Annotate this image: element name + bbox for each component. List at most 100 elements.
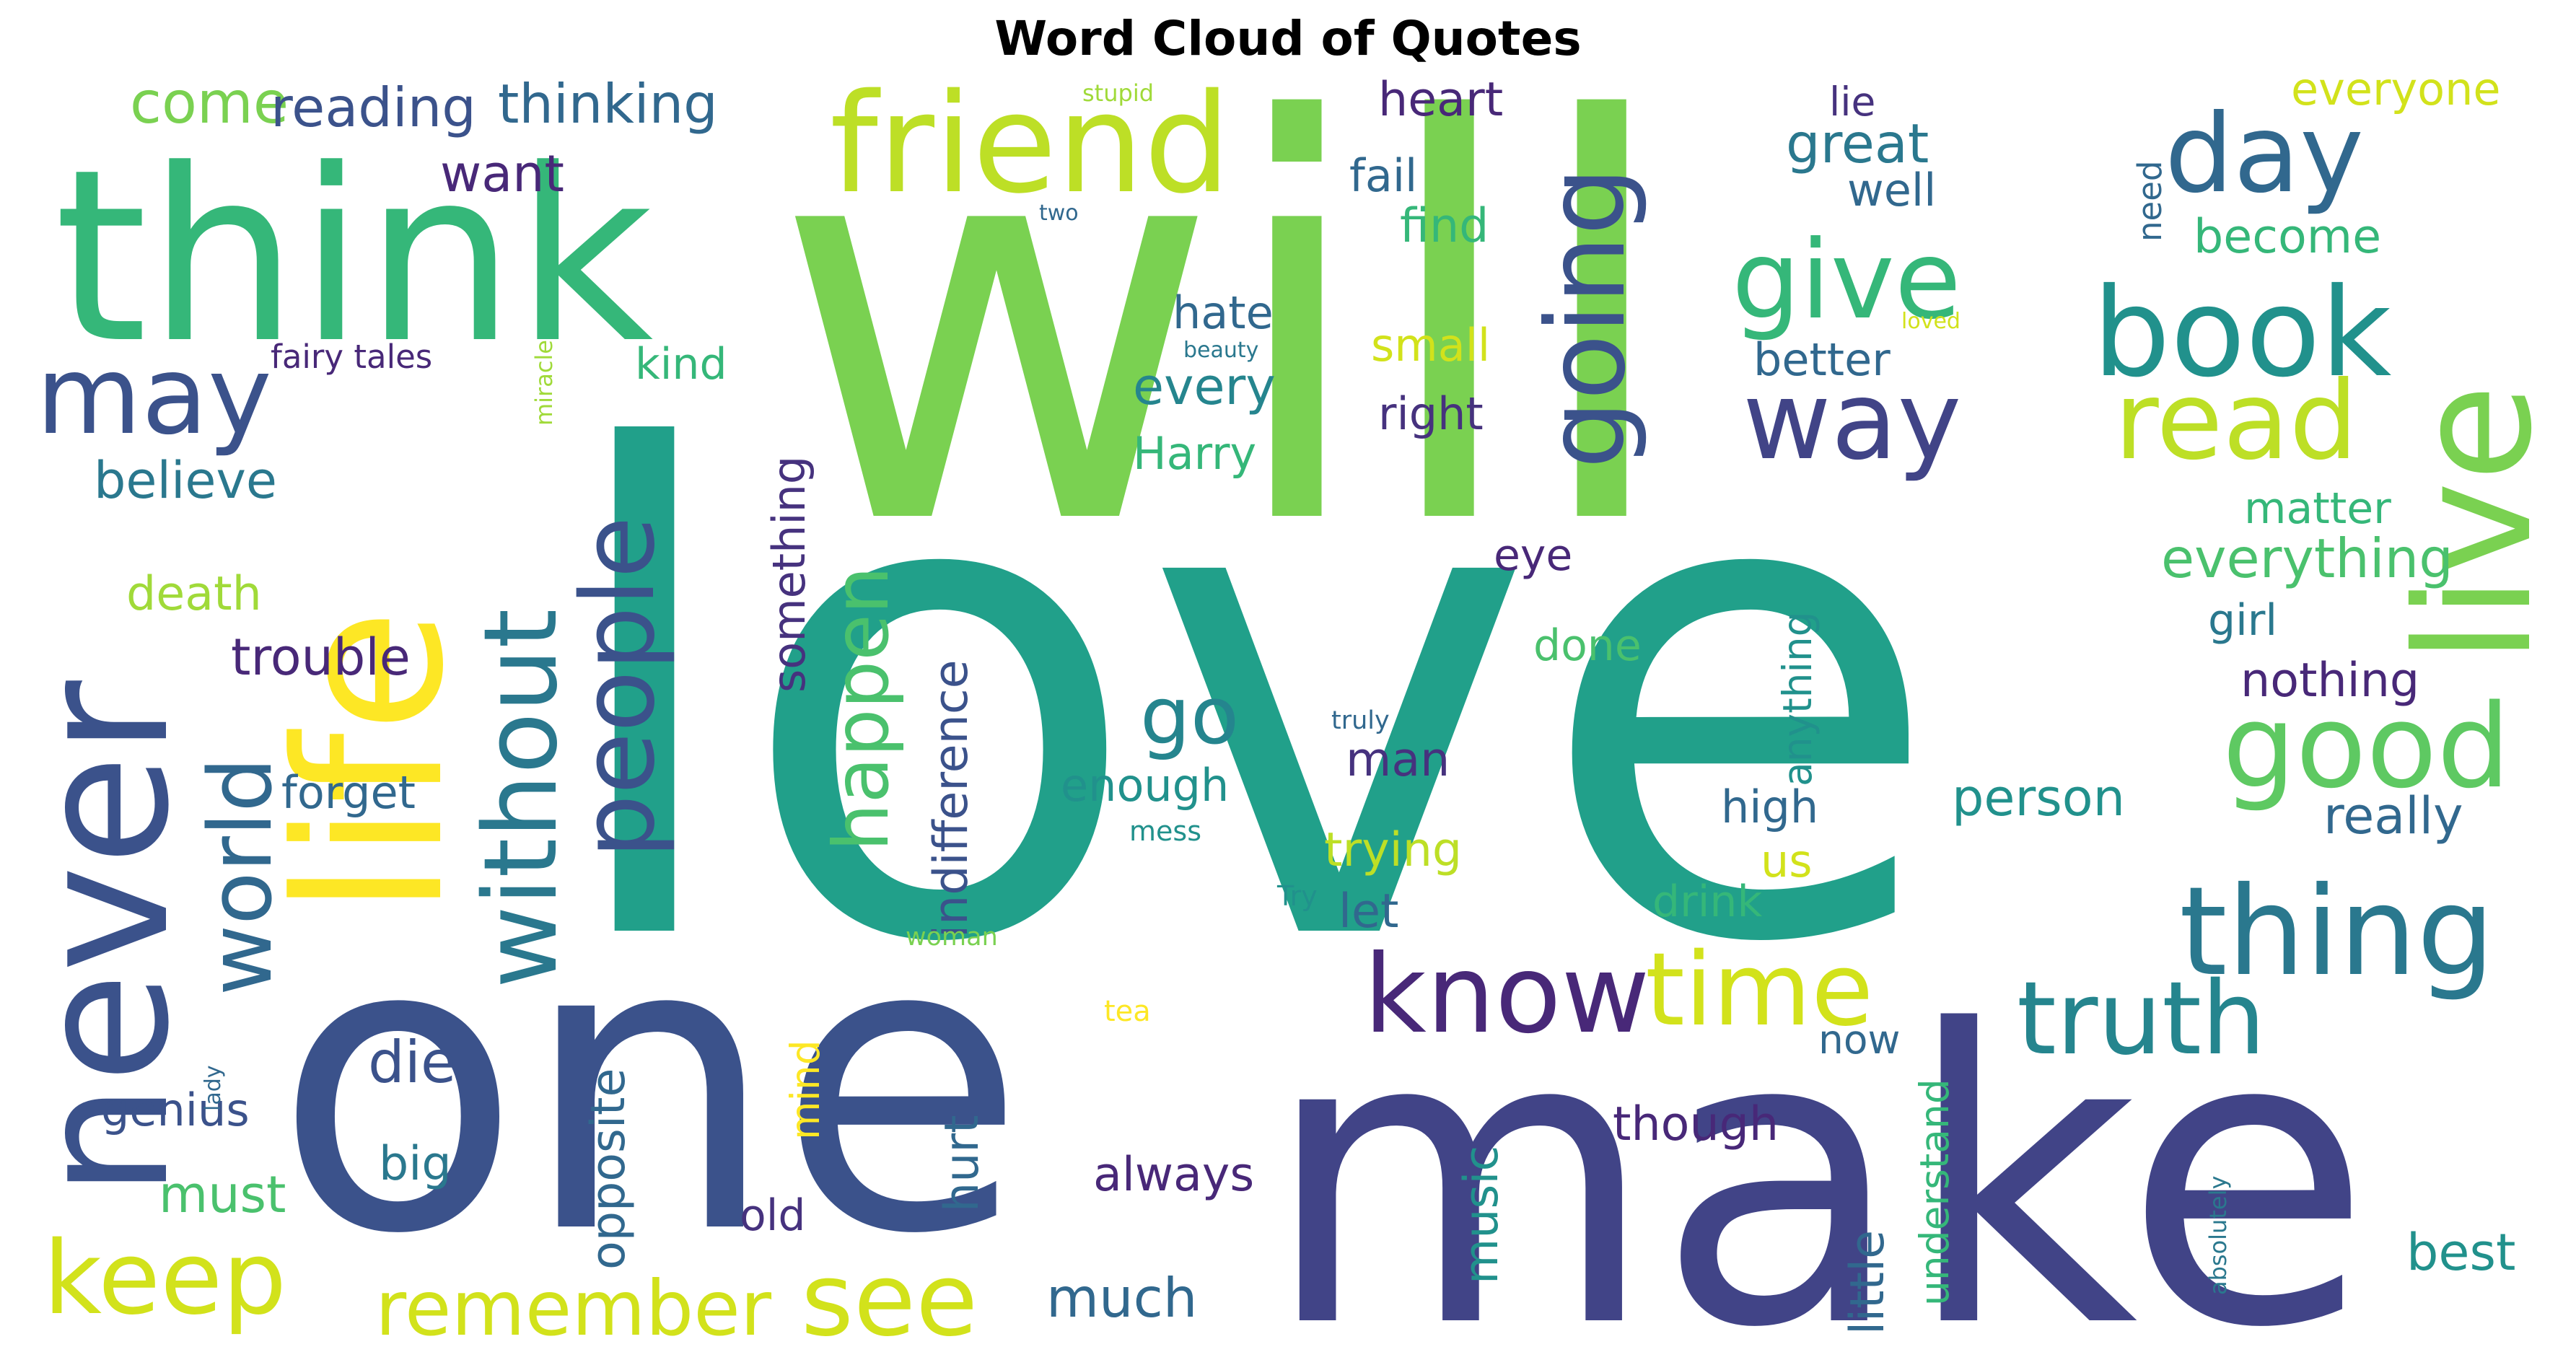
word-forget: forget [281,766,416,819]
word-well: well [1847,164,1936,216]
word-fail: fail [1349,149,1417,202]
word-time: time [1645,931,1873,1049]
word-world: world [191,758,292,996]
word-happen: happen [818,566,906,851]
word-hurt: hurt [935,1115,989,1212]
word-see: see [801,1242,978,1359]
word-life: life [253,609,489,916]
word-heart: heart [1378,73,1503,127]
word-drink: drink [1652,877,1762,927]
word-mind: mind [782,1040,828,1140]
word-love: love [552,315,1944,1087]
word-die: die [368,1029,456,1096]
word-small: small [1371,319,1490,372]
word-book: book [2093,262,2391,405]
word-think: think [54,118,653,395]
word-right: right [1378,387,1484,440]
word-remember: remember [375,1265,772,1353]
word-much: much [1046,1266,1197,1330]
word-done: done [1533,620,1642,671]
word-great: great [1786,112,1929,175]
word-little: little [1841,1230,1895,1335]
word-high: high [1721,781,1818,833]
word-nothing: nothing [2240,654,2419,708]
word-reading: reading [271,76,476,139]
word-believe: believe [94,451,277,510]
word-day: day [2165,92,2364,217]
word-never: never [0,680,209,1198]
word-know: know [1364,932,1650,1058]
word-matter: matter [2244,483,2391,534]
word-fairy-tales: fairy tales [271,338,432,376]
chart-title: Word Cloud of Quotes [994,11,1582,66]
word-want: want [440,144,564,203]
word-girl: girl [2208,595,2277,646]
word-though: though [1613,1097,1779,1151]
word-must: must [159,1165,286,1224]
word-something: something [763,456,815,693]
word-thinking: thinking [498,72,718,136]
word-two: two [1039,201,1079,226]
word-try: Try [1276,880,1318,912]
word-anything: anything [1774,611,1821,786]
word-eye: eye [1494,530,1572,581]
word-let: let [1339,885,1399,939]
word-friend: friend [830,64,1231,224]
word-mess: mess [1129,815,1201,847]
word-give: give [1732,218,1961,343]
word-lie: lie [1829,79,1875,125]
word-find: find [1400,199,1489,253]
word-understand: understand [1911,1079,1958,1306]
word-kind: kind [635,339,727,390]
word-trouble: trouble [231,628,411,687]
word-tea: tea [1104,995,1151,1028]
word-become: become [2194,210,2381,264]
word-beauty: beauty [1183,338,1258,363]
word-woman: woman [906,923,998,952]
word-people: people [560,516,678,859]
word-old: old [740,1190,805,1241]
word-always: always [1093,1148,1254,1202]
word-read: read [2114,359,2358,484]
word-enough: enough [1061,759,1229,812]
word-person: person [1952,768,2125,828]
word-indifference: indifference [924,659,978,938]
word-will: will [772,8,1678,646]
word-live: live [2382,384,2567,664]
word-need: need [2131,161,2169,242]
word-going: going [1524,167,1650,469]
word-truly: truly [1331,706,1390,735]
word-make: make [1263,946,2373,1365]
word-stupid: stupid [1082,79,1154,107]
word-miracle: miracle [530,340,558,426]
word-hate: hate [1173,286,1274,339]
word-every: every [1133,357,1276,416]
word-big: big [379,1137,452,1191]
word-really: really [2323,786,2463,846]
word-genius: genius [101,1084,250,1136]
word-opposite: opposite [582,1068,636,1270]
word-absolutely: absolutely [2204,1176,2232,1295]
word-may: may [36,333,272,459]
word-everything: everything [2161,527,2453,590]
word-everyone: everyone [2291,63,2501,115]
word-music: music [1455,1146,1509,1284]
word-without: without [463,609,580,988]
word-harry: Harry [1133,427,1256,480]
word-keep: keep [43,1220,286,1338]
word-us: us [1761,835,1813,887]
word-thing: thing [2179,861,2494,1004]
word-lady: lady [201,1065,226,1111]
word-better: better [1753,333,1891,386]
word-now: now [1818,1017,1901,1063]
word-best: best [2406,1223,2515,1282]
word-trying: trying [1324,823,1462,877]
word-come: come [130,69,289,136]
word-one: one [274,852,1026,1322]
word-truth: truth [2017,960,2266,1078]
word-man: man [1346,733,1450,787]
word-go: go [1140,670,1239,762]
word-way: way [1743,359,1961,484]
word-good: good [2222,679,2510,814]
